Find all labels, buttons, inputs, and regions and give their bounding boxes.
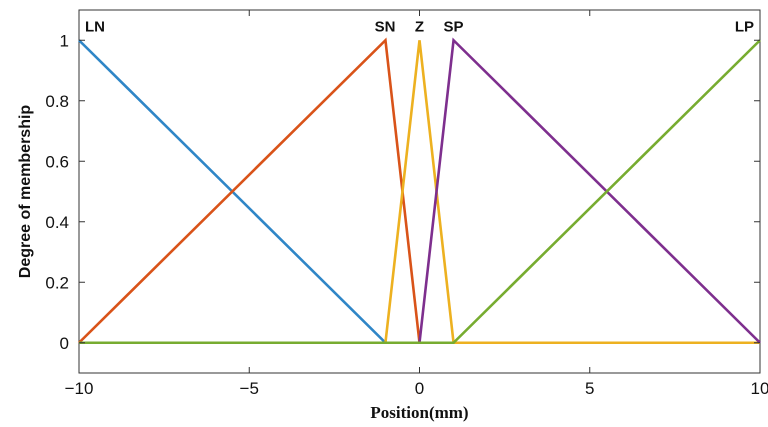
series-line-lp <box>79 39 761 345</box>
x-tick-label: 10 <box>751 379 768 398</box>
set-label-sp: SP <box>444 18 464 35</box>
y-tick-label: 0.2 <box>45 273 69 292</box>
ticks-layer: −10 −5 0 5 10 0 0.2 0.4 0.6 0.8 1 <box>45 10 768 398</box>
y-tick-label: 0.8 <box>45 92 69 111</box>
plot-area-frame <box>78 9 761 374</box>
y-tick-label: 1 <box>60 31 69 50</box>
set-label-lp: LP <box>735 18 754 35</box>
set-label-z: Z <box>415 18 424 35</box>
series-layer <box>78 37 761 345</box>
x-tick-label: −10 <box>65 379 94 398</box>
y-axis-label: Degree of membership <box>17 105 34 279</box>
y-tick-label: 0.6 <box>45 152 69 171</box>
set-labels-layer: LN SN Z SP LP <box>85 18 754 35</box>
x-tick-label: −5 <box>240 379 259 398</box>
y-tick-label: 0 <box>60 334 69 353</box>
x-tick-label: 5 <box>585 379 594 398</box>
x-axis-label: Position(mm) <box>370 403 468 422</box>
x-tick-label: 0 <box>415 379 424 398</box>
set-label-ln: LN <box>85 18 105 35</box>
y-tick-label: 0.4 <box>45 213 69 232</box>
set-label-sn: SN <box>375 18 396 35</box>
